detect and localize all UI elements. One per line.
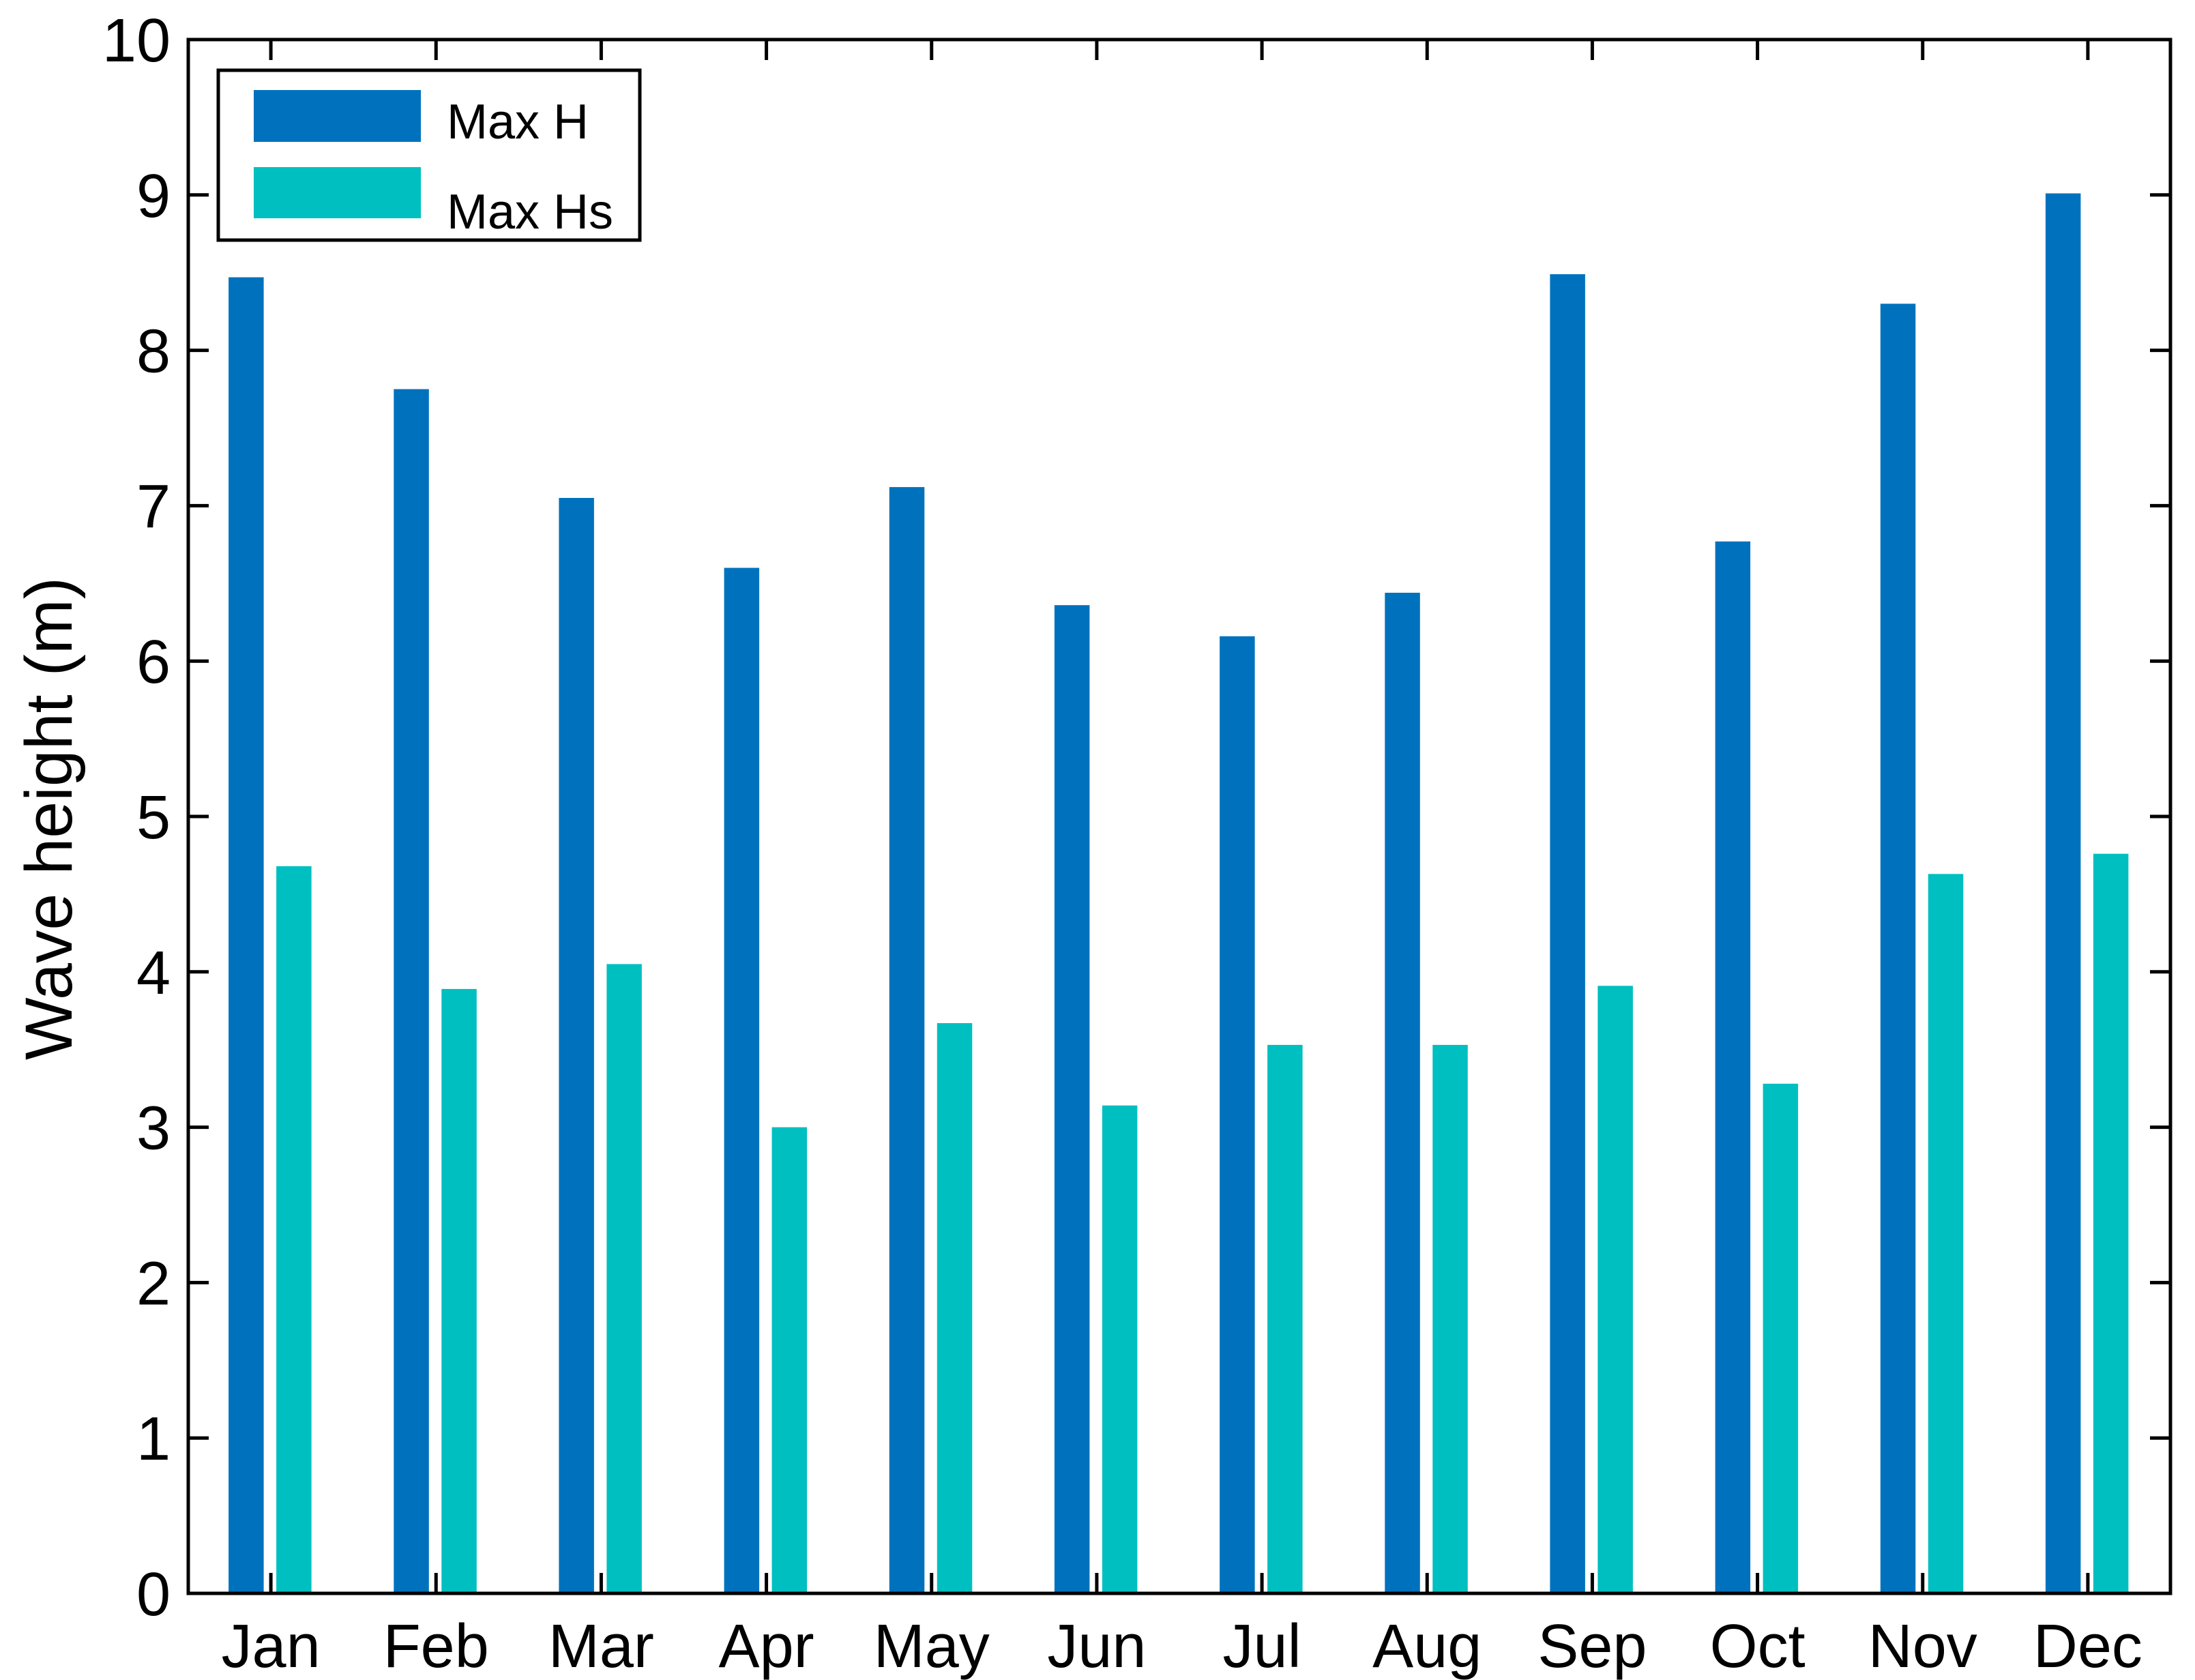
bar-max-hs-jul [1267,1044,1303,1593]
bar-max-h-jan [229,277,264,1593]
y-tick-label-10: 10 [102,7,171,75]
y-tick-label-8: 8 [136,318,171,386]
x-tick-label-feb: Feb [383,1612,489,1680]
y-tick-label-4: 4 [136,939,171,1007]
x-tick-label-dec: Dec [2033,1612,2142,1680]
bar-max-hs-dec [2093,853,2129,1593]
y-tick-label-3: 3 [136,1095,171,1163]
x-tick-label-apr: Apr [719,1612,814,1680]
x-tick-label-jul: Jul [1223,1612,1301,1680]
x-tick-label-aug: Aug [1372,1612,1482,1680]
y-tick-label-7: 7 [136,473,171,541]
bar-max-hs-sep [1597,986,1633,1593]
bar-max-hs-apr [771,1127,808,1593]
bars-layer [229,193,2129,1594]
y-axis-label: Wave height (m) [12,577,86,1060]
y-tick-label-5: 5 [136,784,171,852]
y-tick-label-2: 2 [136,1250,171,1318]
x-tick-label-sep: Sep [1537,1612,1647,1680]
bar-max-h-dec [2045,193,2081,1593]
bar-max-h-sep [1550,274,1585,1593]
bar-max-hs-may [937,1023,973,1593]
bar-max-hs-jun [1102,1105,1138,1593]
legend: Max H Max Hs [216,68,642,242]
tick-marks-layer [188,38,2170,1595]
bar-max-h-mar [559,498,594,1593]
x-tick-label-jun: Jun [1047,1612,1146,1680]
bar-max-h-jun [1054,605,1090,1594]
x-tick-label-may: May [874,1612,990,1680]
legend-swatch-max-hs [254,167,421,218]
x-tick-label-mar: Mar [548,1612,654,1680]
x-tick-label-oct: Oct [1710,1612,1806,1680]
bar-max-h-oct [1715,541,1751,1593]
x-tick-label-nov: Nov [1868,1612,1977,1680]
legend-swatch-max-h [254,90,421,142]
bar-max-hs-feb [441,988,477,1593]
y-tick-label-9: 9 [136,162,171,231]
x-tick-label-jan: Jan [222,1612,321,1680]
bar-max-hs-jan [276,866,312,1593]
plot-box-border [186,38,2172,1595]
bar-max-hs-aug [1432,1044,1468,1593]
bar-max-h-jul [1220,636,1255,1593]
y-tick-label-1: 1 [136,1405,171,1473]
bar-max-hs-mar [606,964,642,1593]
bar-max-h-aug [1385,593,1420,1593]
x-tick-labels: Jan Feb Mar Apr May Jun Jul Aug Sep Oct Nov Dec [222,1612,2142,1680]
y-tick-label-6: 6 [136,628,171,696]
bar-max-h-apr [724,568,760,1593]
bar-max-hs-oct [1763,1083,1799,1593]
bar-max-h-may [889,487,925,1593]
bar-max-h-nov [1880,304,1916,1593]
legend-label-max-h: Max H [447,95,589,149]
y-tick-labels: 0 1 2 3 4 5 6 7 8 9 10 [102,7,171,1629]
legend-label-max-hs: Max Hs [447,185,613,239]
bar-max-h-feb [394,389,429,1593]
bar-max-hs-nov [1928,874,1964,1593]
y-tick-label-0: 0 [136,1561,171,1629]
